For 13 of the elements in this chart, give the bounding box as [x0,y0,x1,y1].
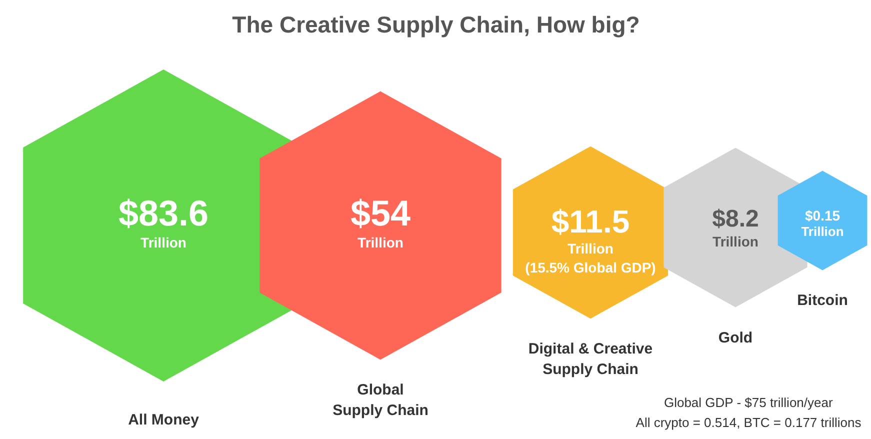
category-label: Gold [718,329,753,346]
data-label: $54 Trillion [350,192,411,250]
data-label: $83.6 Trillion [118,192,209,250]
category-label: All Money [128,412,200,428]
text: All crypto = 0.514, BTC = 0.177 trillions [636,415,862,430]
category-label: Global Supply Chain [332,382,428,420]
data-label: $0.15 Trillion [801,208,844,239]
category-label: Bitcoin [797,292,848,310]
text: The Creative Supply Chain, How big? [232,12,640,38]
data-label: $8.2 Trillion [712,206,759,250]
data-label: $11.5 Trillion (15.5% Global GDP) [525,203,656,276]
category-label: Digital & Creative Supply Chain [528,340,653,378]
text: Global GDP - $75 trillion/year [664,395,834,410]
